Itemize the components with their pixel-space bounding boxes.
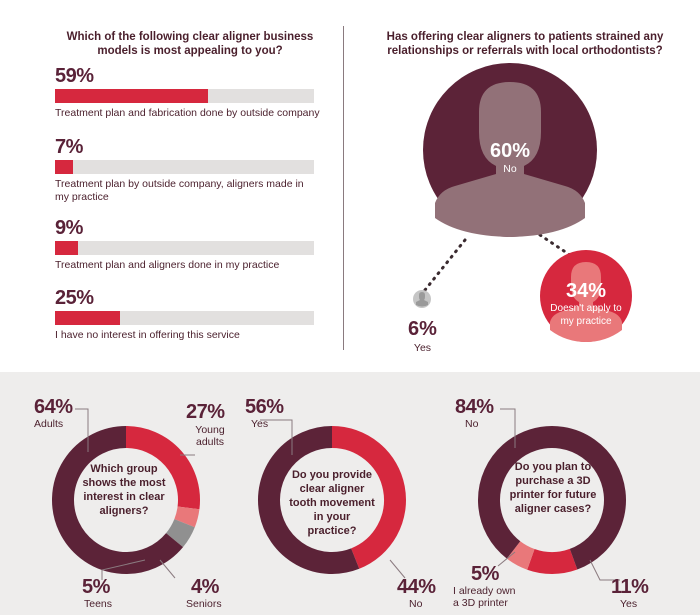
donut3-own-pct: 5% (471, 563, 499, 585)
donut1-teens-pct: 5% (82, 576, 110, 598)
donut2-yes-label: Yes (251, 418, 269, 430)
bubble-not-apply (540, 250, 632, 342)
bar-category-label: Treatment plan and fabrication done by o… (55, 107, 320, 119)
bubble-yes (413, 290, 431, 308)
bar-value-label: 59% (55, 65, 94, 87)
not-apply-pct: 34% (565, 280, 607, 302)
leader-adults (75, 408, 89, 452)
leader-seniors (159, 559, 176, 579)
donut3-segment-yes (527, 548, 578, 574)
bar-fill (55, 241, 79, 255)
donut1-segment-teens (165, 518, 195, 548)
bar-value-label: 7% (55, 136, 83, 158)
bar-track (55, 160, 314, 174)
bar-track (55, 241, 314, 255)
donut3-segment-no (478, 426, 626, 570)
donut1-adults-label: Adults (34, 418, 64, 430)
donut1-adults-pct: 64% (34, 396, 73, 418)
donut2-yes-pct: 56% (245, 396, 284, 418)
donut3-yes-label: Yes (620, 598, 638, 610)
donut1-segment-young-adults (125, 426, 200, 510)
donut3-no-pct: 84% (455, 396, 494, 418)
bottom-panel (0, 372, 700, 615)
bubble-chart (413, 63, 632, 342)
yes-label: Yes (413, 342, 432, 354)
no-label: No (503, 163, 517, 175)
person-silhouette-icon (550, 262, 622, 342)
bubble-chart-title: Has offering clear aligners to patients … (386, 31, 664, 57)
donut3-own-label: I already own a 3D printer (453, 585, 516, 609)
donut1-young-pct: 27% (186, 401, 225, 423)
bar-fill (55, 311, 120, 325)
leader-3d-no (500, 408, 516, 448)
leader-yes (260, 419, 293, 455)
donut2-segment-no (331, 426, 406, 569)
donut2-no-pct: 44% (397, 576, 436, 598)
donut2-segment-yes (258, 426, 360, 574)
person-silhouette-icon (416, 292, 428, 307)
leader-3d-yes (589, 559, 620, 581)
bar-category-label: I have no interest in offering this serv… (55, 329, 240, 341)
bar-category-label: Treatment plan and aligners done in my p… (55, 259, 280, 271)
bar-track (55, 89, 314, 103)
bar-value-label: 9% (55, 217, 83, 239)
donut2-question: Do you provide clear aligner tooth movem… (289, 469, 375, 537)
bar-fill (55, 89, 208, 103)
donut3-yes-pct: 11% (611, 576, 649, 598)
donut3-no-label: No (465, 418, 479, 430)
donut1-seniors-label: Seniors (186, 598, 222, 610)
person-silhouette-icon (435, 82, 585, 237)
no-pct: 60% (489, 140, 531, 162)
donut2-no-label: No (409, 598, 423, 610)
connector-not-apply (538, 233, 572, 257)
bar-chart-title: Which of the following clear aligner bus… (66, 31, 314, 57)
donut1-segment-seniors (174, 506, 200, 528)
leader-teens (101, 559, 146, 580)
donut1-teens-label: Teens (84, 598, 113, 610)
bar-track (55, 311, 314, 325)
donut1-question: Which group shows the most interest in c… (82, 463, 166, 517)
leader-no (389, 559, 406, 579)
donut3-segment-i-already-own-a-3d-printer (506, 540, 535, 570)
donut1-young-label: Young adults (195, 424, 225, 448)
donut1-seniors-pct: 4% (191, 576, 219, 598)
leader-3d-own (497, 551, 516, 567)
bar-fill (55, 160, 74, 174)
donut3-question: Do you plan to purchase a 3D printer for… (509, 461, 597, 515)
yes-pct: 6% (408, 318, 437, 340)
bubble-no (423, 63, 597, 237)
bar-value-label: 25% (55, 287, 94, 309)
divider (343, 26, 344, 350)
not-apply-label: Doesn't apply to my practice (550, 303, 622, 327)
bar-category-label: Treatment plan by outside company, align… (55, 178, 304, 203)
